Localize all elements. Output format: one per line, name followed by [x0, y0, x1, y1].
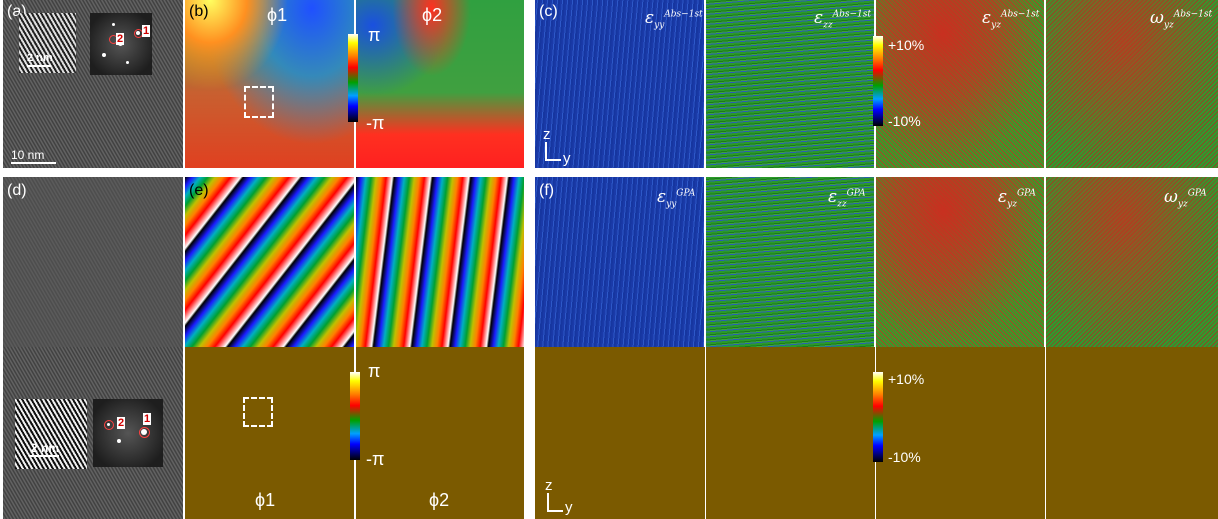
- phi1-label-e: ϕ1: [255, 490, 276, 510]
- panel-label-e: (e): [189, 182, 209, 199]
- roi-box-b: [244, 86, 274, 118]
- map-title-eyz-abs: εyzAbs−1st: [982, 8, 1040, 31]
- panel-label-f: (f): [539, 182, 555, 199]
- hrtem-inset-a: 2 nm: [19, 13, 76, 73]
- roi-box-e: [243, 397, 273, 427]
- map-title-ezz-gpa: εzzGPA: [828, 187, 866, 210]
- map-title-eyy-gpa: εyyGPA: [657, 187, 696, 210]
- strain-map-wyz-abs: ωyzAbs−1st: [1046, 0, 1218, 168]
- fft-tag-1: 1: [142, 25, 151, 37]
- map-title-wyz-abs: ωyzAbs−1st: [1150, 8, 1213, 31]
- axis-y-f: y: [565, 499, 573, 516]
- divider-f-1: [705, 347, 706, 519]
- strain-map-eyy-abs: (c) εyyAbs−1st z y: [535, 0, 704, 168]
- strain-min-c: -10%: [888, 113, 921, 129]
- strain-map-wyz-gpa: ωyzGPA: [1046, 177, 1218, 347]
- map-title-ezz-abs: εzzAbs−1st: [814, 8, 871, 31]
- fft-spot: [117, 439, 121, 443]
- phi2-label-b: ϕ2: [422, 5, 443, 25]
- strain-map-eyz-abs: εyzAbs−1st: [876, 0, 1044, 168]
- axis-arrow-v: [545, 142, 547, 160]
- phi1-label-b: ϕ1: [267, 5, 288, 25]
- scale-label-a: 10 nm: [11, 148, 45, 162]
- scale-label-inset-d: 2 nm: [31, 441, 60, 455]
- axis-y-c: y: [563, 150, 571, 167]
- scale-bar-inset-a: [27, 65, 51, 67]
- strain-map-eyy-gpa: (f) εyyGPA: [535, 177, 704, 347]
- fft-inset-a: 1 2: [90, 13, 152, 75]
- phase-map-e-phi1: (e): [185, 177, 354, 347]
- phase-map-e-phi2: [356, 177, 524, 347]
- panel-label-c: (c): [539, 3, 558, 20]
- scale-bar-inset-d: [29, 455, 59, 457]
- axis-arrow-h: [545, 159, 561, 161]
- axis-arrow-v: [547, 493, 549, 511]
- strain-max-f: +10%: [888, 371, 925, 387]
- panel-label-d: (d): [7, 182, 27, 199]
- axis-arrow-h: [547, 510, 563, 512]
- fft-ring: [104, 420, 114, 430]
- fft-tag-2: 2: [116, 33, 125, 45]
- strain-map-ezz-abs: εzzAbs−1st: [706, 0, 874, 168]
- phi2-label-e: ϕ2: [429, 490, 450, 510]
- fft-tag-1: 1: [143, 413, 152, 425]
- strain-map-eyz-gpa: εyzGPA: [876, 177, 1044, 347]
- panel-label-b: (b): [189, 3, 209, 20]
- phase-map-b-phi1: (b) ϕ1: [185, 0, 354, 168]
- fft-spot: [102, 53, 106, 57]
- fft-spot: [126, 61, 129, 64]
- fft-tag-2: 2: [117, 417, 126, 429]
- divider-e: [354, 177, 356, 519]
- colorbar-max-e: π: [368, 361, 381, 381]
- phase-map-b-phi2: ϕ2: [356, 0, 524, 168]
- strain-min-f: -10%: [888, 449, 921, 465]
- map-title-wyz-gpa: ωyzGPA: [1164, 187, 1207, 210]
- hrtem-inset-d: 2 nm: [15, 399, 87, 469]
- strain-map-ezz-gpa: εzzGPA: [706, 177, 874, 347]
- phase-colorbar-b: [348, 34, 358, 122]
- fft-spot: [112, 23, 115, 26]
- strain-colorbar-f: [873, 372, 883, 462]
- hrtem-image-a: (a) 2 nm 1 2 10 nm: [3, 0, 183, 168]
- strain-colorbar-c: [873, 36, 883, 126]
- strain-max-c: +10%: [888, 37, 925, 53]
- scale-label-inset-a: 2 nm: [27, 52, 53, 64]
- colorbar-min-b: -π: [366, 113, 385, 133]
- scale-bar-a: [11, 162, 56, 164]
- fft-inset-d: 1 2: [93, 399, 163, 467]
- divider-f-3: [1045, 347, 1046, 519]
- fft-ring: [139, 427, 150, 438]
- colorbar-min-e: -π: [366, 449, 385, 469]
- axis-z-c: z: [543, 126, 551, 143]
- phase-colorbar-e: [350, 372, 360, 460]
- map-title-eyy-abs: εyyAbs−1st: [645, 8, 703, 31]
- hrtem-image-d: (d) 2 nm 1 2: [3, 177, 183, 519]
- axis-z-f: z: [545, 477, 553, 494]
- colorbar-max-b: π: [368, 25, 381, 45]
- map-title-eyz-gpa: εyzGPA: [998, 187, 1036, 210]
